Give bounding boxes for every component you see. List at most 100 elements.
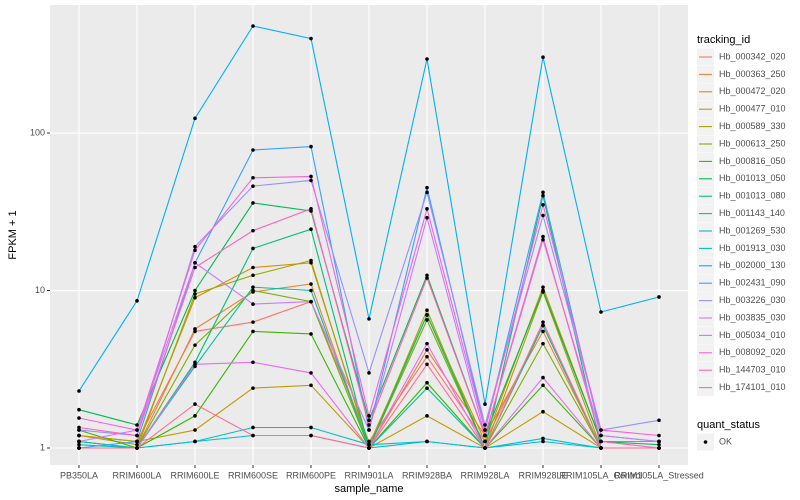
data-point — [425, 273, 429, 278]
data-point — [425, 185, 429, 190]
x-tick-label: RRIM600LE — [170, 470, 219, 480]
legend-label: Hb_001143_140 — [719, 208, 785, 218]
data-point — [77, 446, 81, 450]
legend-label: Hb_001269_530 — [719, 225, 786, 235]
data-point — [425, 57, 429, 61]
data-point — [193, 260, 197, 265]
data-point — [77, 433, 81, 438]
data-point — [425, 380, 429, 385]
legend-point — [703, 440, 708, 444]
x-tick-label: RRIM105LA_Control — [559, 470, 642, 480]
data-point — [135, 299, 139, 303]
data-point — [541, 213, 545, 218]
data-point — [541, 409, 545, 414]
legend-label: Hb_174101_010 — [719, 382, 786, 392]
data-point — [135, 433, 139, 438]
data-point — [193, 327, 197, 331]
legend-label: Hb_000589_330 — [719, 121, 786, 131]
data-point — [541, 203, 545, 207]
data-point — [309, 371, 313, 375]
data-point — [193, 265, 197, 270]
data-point — [367, 439, 371, 444]
data-point — [193, 414, 197, 418]
legend-label: Hb_003226_030 — [719, 295, 786, 305]
data-point — [251, 386, 255, 390]
data-point — [425, 215, 429, 220]
data-point — [251, 433, 255, 438]
data-point — [541, 375, 545, 380]
data-point — [483, 439, 487, 444]
data-point — [251, 228, 255, 233]
legend-label: Hb_000363_250 — [719, 69, 786, 79]
data-point — [657, 295, 661, 299]
data-point — [483, 423, 487, 427]
data-point — [425, 414, 429, 418]
data-point — [77, 389, 81, 393]
legend-label: Hb_001913_030 — [719, 243, 786, 253]
data-point — [425, 348, 429, 352]
data-point — [367, 418, 371, 423]
data-point — [135, 423, 139, 427]
data-point — [657, 439, 661, 444]
data-point — [541, 237, 545, 242]
data-point — [251, 302, 255, 306]
data-point — [541, 436, 545, 441]
data-point — [309, 299, 313, 304]
data-point — [657, 442, 661, 447]
data-point — [367, 423, 371, 427]
legend-label: Hb_002000_130 — [719, 260, 786, 270]
data-point — [309, 433, 313, 438]
data-point — [599, 439, 603, 444]
data-point — [541, 323, 545, 328]
data-point — [367, 414, 371, 418]
data-point — [309, 174, 313, 179]
data-point — [541, 288, 545, 293]
x-tick-label: RRIM928LE — [518, 470, 567, 480]
y-tick-label: 10 — [35, 285, 45, 295]
data-point — [251, 24, 255, 28]
x-tick-label: RRIM901LA — [344, 470, 393, 480]
legend-title: tracking_id — [697, 34, 750, 46]
x-tick-label: RRIM928BA — [402, 470, 452, 480]
data-point — [251, 360, 255, 365]
data-point — [541, 234, 545, 239]
data-point — [483, 433, 487, 438]
data-point — [77, 442, 81, 447]
x-tick-label: RRIM600PE — [286, 470, 336, 480]
data-point — [541, 383, 545, 388]
data-point — [599, 310, 603, 314]
data-point — [425, 308, 429, 312]
data-point — [425, 276, 429, 280]
legend-label: OK — [719, 436, 732, 446]
legend-label: Hb_000472_020 — [719, 86, 786, 96]
data-point — [193, 428, 197, 432]
legend-label: Hb_144703_010 — [719, 365, 786, 375]
legend-label: Hb_003835_030 — [719, 312, 786, 322]
data-point — [251, 148, 255, 152]
data-point — [135, 442, 139, 447]
legend-label: Hb_001013_080 — [719, 191, 786, 201]
data-point — [309, 332, 313, 336]
data-point — [425, 318, 429, 322]
data-point — [309, 383, 313, 388]
data-point — [193, 362, 197, 367]
data-point — [425, 313, 429, 317]
data-point — [77, 407, 81, 412]
data-point — [425, 190, 429, 195]
data-point — [193, 343, 197, 347]
legend-label: Hb_000342_020 — [719, 51, 786, 61]
data-point — [193, 244, 197, 249]
legend-label: Hb_000816_050 — [719, 156, 786, 166]
data-point — [193, 402, 197, 406]
data-point — [77, 416, 81, 420]
data-point — [657, 433, 661, 438]
data-point — [541, 285, 545, 289]
data-point — [425, 386, 429, 390]
data-point — [599, 446, 603, 450]
x-tick-label: RRIM600LA — [112, 470, 161, 480]
data-point — [367, 428, 371, 432]
data-point — [193, 295, 197, 300]
data-point — [251, 425, 255, 430]
data-point — [193, 292, 197, 296]
